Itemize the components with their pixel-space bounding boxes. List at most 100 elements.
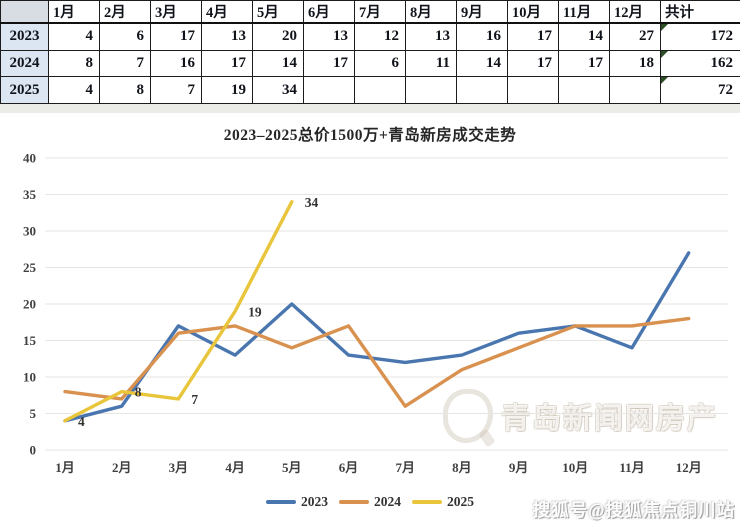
data-label: 8 [135, 385, 142, 400]
month-value-cell: 13 [303, 22, 355, 51]
month-value-cell: 17 [201, 49, 253, 78]
month-value-cell [405, 76, 457, 104]
month-value-cell: 17 [507, 22, 559, 51]
month-value-cell: 8 [99, 76, 151, 104]
x-axis-tick-label: 12月 [676, 460, 702, 475]
section-divider [0, 104, 740, 113]
x-axis-tick-label: 4月 [225, 460, 245, 475]
column-header: 10月 [507, 0, 559, 24]
legend-label: 2025 [447, 494, 474, 509]
series-line-2024 [63, 316, 691, 408]
column-header: 共计 [660, 0, 740, 24]
summary-table-wrap: 1月 2月 3月 4月 5月 6月 7月 8月 9月 10月 11月 12月 共计 2023 4 6 17 13… [0, 0, 740, 104]
x-axis-tick-label: 7月 [395, 460, 415, 475]
table-row: 2023 4 6 17 13 20 13 12 13 16 17 14 27 172 [0, 22, 740, 51]
row-header-year: 2025 [0, 76, 49, 104]
column-header: 7月 [354, 0, 406, 24]
month-value-cell: 14 [456, 49, 508, 78]
y-axis-tick-label: 10 [23, 370, 36, 385]
month-value-cell [609, 76, 661, 104]
data-label: 34 [305, 195, 319, 210]
month-value-cell [354, 76, 406, 104]
data-label: 4 [78, 414, 85, 429]
x-axis-tick-label: 5月 [282, 460, 302, 475]
chart-legend: 2023 2024 2025 [266, 494, 474, 510]
data-label: 19 [248, 304, 262, 319]
table-row: 2025 4 8 7 19 34 72 [0, 76, 740, 104]
month-value-cell: 17 [150, 22, 202, 51]
legend-item-2023: 2023 [266, 494, 328, 510]
month-value-cell: 17 [507, 49, 559, 78]
x-axis-tick-label: 10月 [562, 460, 588, 475]
month-value-cell [558, 76, 610, 104]
month-value-cell: 14 [252, 49, 304, 78]
x-axis-tick-label: 9月 [509, 460, 529, 475]
legend-item-2025: 2025 [412, 494, 474, 510]
month-value-cell: 18 [609, 49, 661, 78]
table-row: 2024 8 7 16 17 14 17 6 11 14 17 17 18 162 [0, 49, 740, 78]
legend-swatch [339, 500, 369, 504]
table-header-row: 1月 2月 3月 4月 5月 6月 7月 8月 9月 10月 11月 12月 共计 [0, 0, 740, 24]
x-axis-tick-label: 1月 [55, 460, 75, 475]
month-value-cell: 27 [609, 22, 661, 51]
month-value-cell: 16 [150, 49, 202, 78]
month-value-cell: 6 [354, 49, 406, 78]
month-value-cell: 6 [99, 22, 151, 51]
y-axis-tick-label: 5 [30, 406, 37, 421]
row-header-year: 2023 [0, 22, 49, 51]
line-chart-plot: 0 5 10 15 20 25 30 35 40 1月 2月 3月 4月 5月 6月 7月 8月 9月 10月 11月… [23, 151, 728, 475]
y-axis-tick-label: 20 [23, 297, 36, 312]
chart-title: 2023–2025总价1500万+青岛新房成交走势 [223, 127, 517, 144]
y-axis-tick-label: 15 [23, 333, 37, 348]
total-cell: 172 [660, 22, 740, 51]
x-axis-tick-label: 2月 [112, 460, 132, 475]
month-value-cell: 17 [303, 49, 355, 78]
series-line-2023 [63, 251, 691, 423]
month-value-cell: 13 [201, 22, 253, 51]
month-value-cell: 20 [252, 22, 304, 51]
x-axis-tick-label: 3月 [169, 460, 189, 475]
row-header-year: 2024 [0, 49, 49, 78]
month-value-cell: 14 [558, 22, 610, 51]
month-value-cell: 16 [456, 22, 508, 51]
month-value-cell [507, 76, 559, 104]
x-axis-tick-label: 11月 [619, 460, 644, 475]
total-cell: 72 [660, 76, 740, 104]
month-value-cell [456, 76, 508, 104]
month-value-cell: 4 [48, 22, 100, 51]
month-value-cell: 12 [354, 22, 406, 51]
legend-swatch [412, 500, 442, 504]
y-axis-tick-label: 40 [23, 151, 36, 166]
column-header: 3月 [150, 0, 202, 24]
y-axis-tick-label: 0 [30, 443, 37, 458]
formula-corner-triangle [661, 77, 668, 85]
legend-label: 2024 [374, 494, 401, 509]
month-value-cell: 7 [99, 49, 151, 78]
month-value-cell [303, 76, 355, 104]
total-cell: 162 [660, 49, 740, 78]
sohu-watermark: 搜狐号@搜狐焦点铜川站 [532, 500, 735, 520]
column-header: 11月 [558, 0, 610, 24]
legend-item-2024: 2024 [339, 494, 401, 510]
x-axis-tick-label: 8月 [452, 460, 472, 475]
month-value-cell: 11 [405, 49, 457, 78]
month-value-cell: 19 [201, 76, 253, 104]
month-value-cell: 7 [150, 76, 202, 104]
formula-corner-triangle [661, 51, 668, 58]
summary-table: 1月 2月 3月 4月 5月 6月 7月 8月 9月 10月 11月 12月 共计 2023 4 6 17 13… [0, 0, 740, 104]
table-corner-cell [0, 0, 49, 24]
data-label: 7 [191, 392, 198, 407]
month-value-cell: 13 [405, 22, 457, 51]
column-header: 12月 [609, 0, 661, 24]
y-axis-tick-label: 25 [23, 260, 37, 275]
month-value-cell: 4 [48, 76, 100, 104]
column-header: 4月 [201, 0, 253, 24]
column-header: 2月 [99, 0, 151, 24]
column-header: 5月 [252, 0, 304, 24]
y-axis-tick-label: 35 [23, 187, 37, 202]
column-header: 9月 [456, 0, 508, 24]
column-header: 6月 [303, 0, 355, 24]
column-header: 1月 [48, 0, 100, 24]
formula-corner-triangle [661, 24, 668, 31]
month-value-cell: 8 [48, 49, 100, 78]
